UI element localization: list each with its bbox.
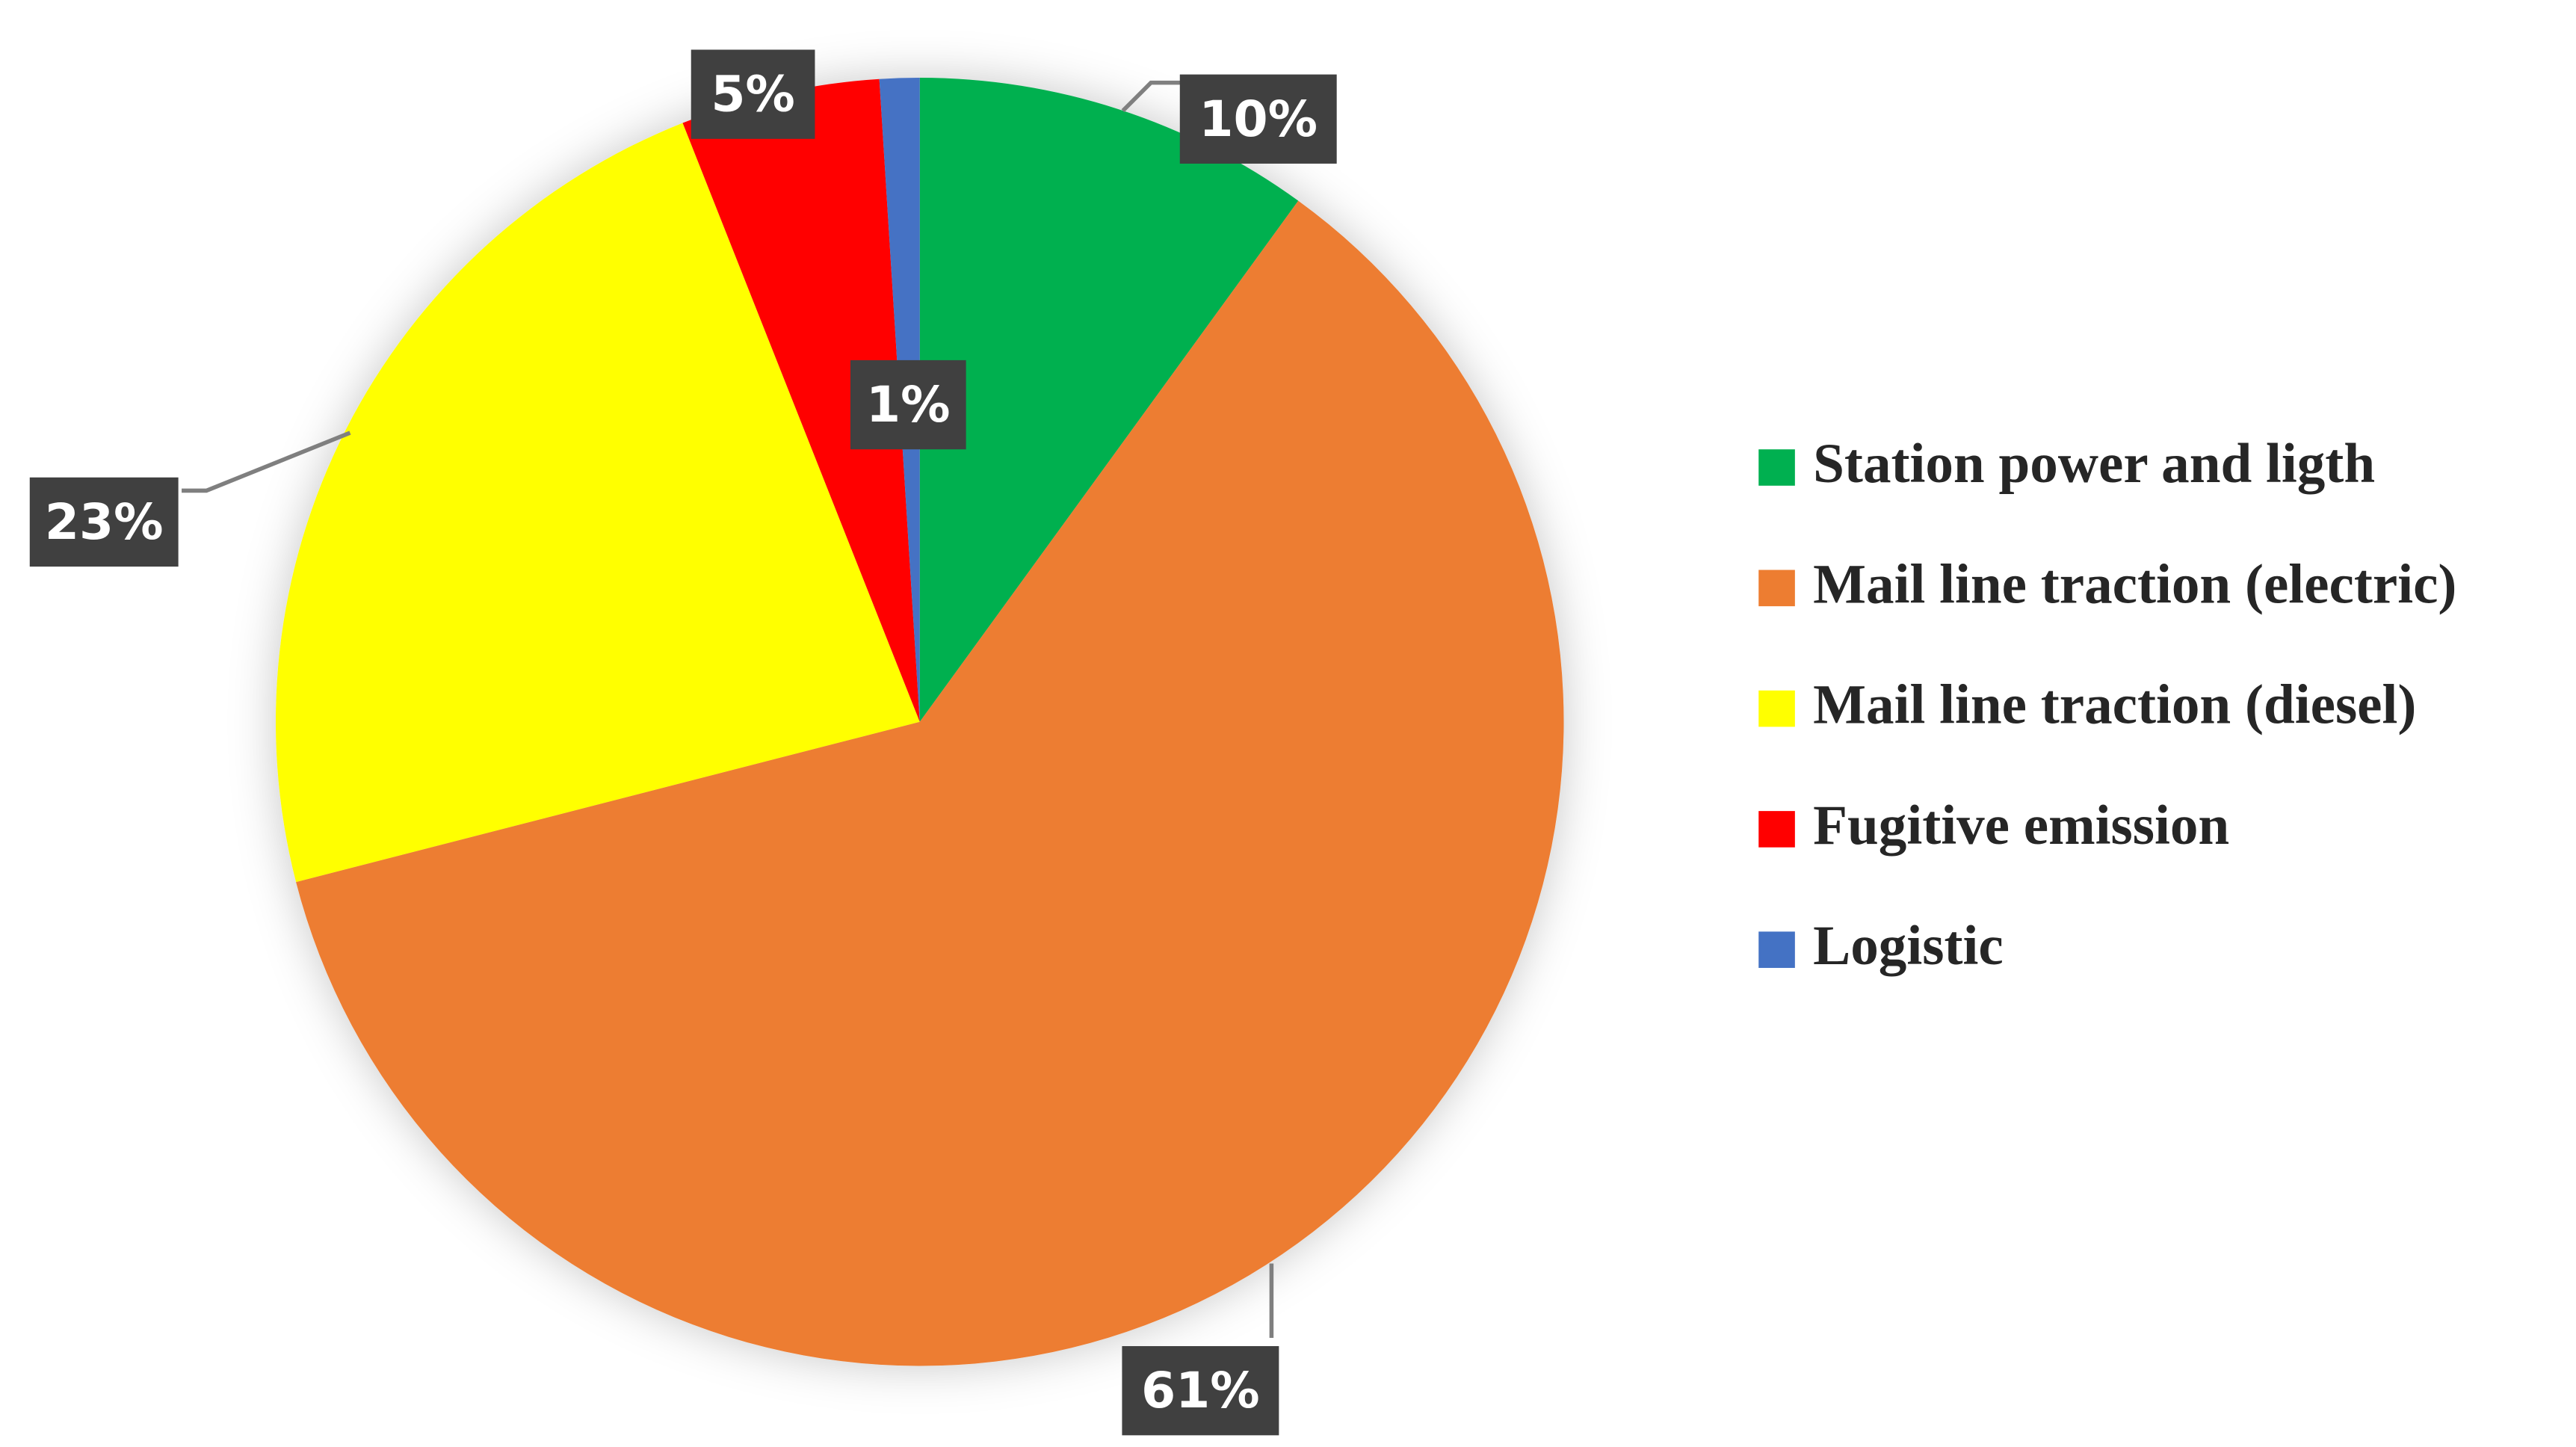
data-label: 5% — [711, 65, 795, 123]
pie — [276, 78, 1564, 1366]
pie-slice — [919, 78, 1299, 722]
legend-swatch — [1758, 931, 1795, 969]
data-label: 23% — [45, 493, 164, 551]
data-label: 61% — [1141, 1361, 1260, 1419]
leader-line — [182, 431, 351, 493]
legend-label: Mail line traction (diesel) — [1813, 674, 2416, 736]
legend-label: Fugitive emission — [1813, 795, 2229, 857]
label-box — [850, 360, 966, 450]
legend: Station power and ligth Mail line tractio… — [1758, 433, 2456, 977]
legend-label: Station power and ligth — [1813, 433, 2375, 495]
label-box — [29, 477, 179, 567]
pie-slice — [296, 200, 1564, 1366]
label-box — [691, 49, 815, 139]
legend-swatch — [1758, 811, 1795, 848]
data-label: 10% — [1199, 90, 1318, 148]
legend-label: Logistic — [1813, 915, 2004, 977]
legend-swatch — [1758, 449, 1795, 486]
pie-slice — [276, 123, 920, 883]
legend-swatch — [1758, 570, 1795, 607]
pie-slice — [682, 78, 920, 722]
leader-line — [1121, 80, 1181, 113]
legend-swatch — [1758, 690, 1795, 727]
legend-label: Mail line traction (electric) — [1813, 553, 2456, 615]
data-label: 1% — [866, 375, 951, 434]
data-labels: 10% 61% 23% 5% 1% — [29, 49, 1337, 1436]
label-box — [1122, 1346, 1279, 1436]
label-box — [1179, 74, 1337, 164]
